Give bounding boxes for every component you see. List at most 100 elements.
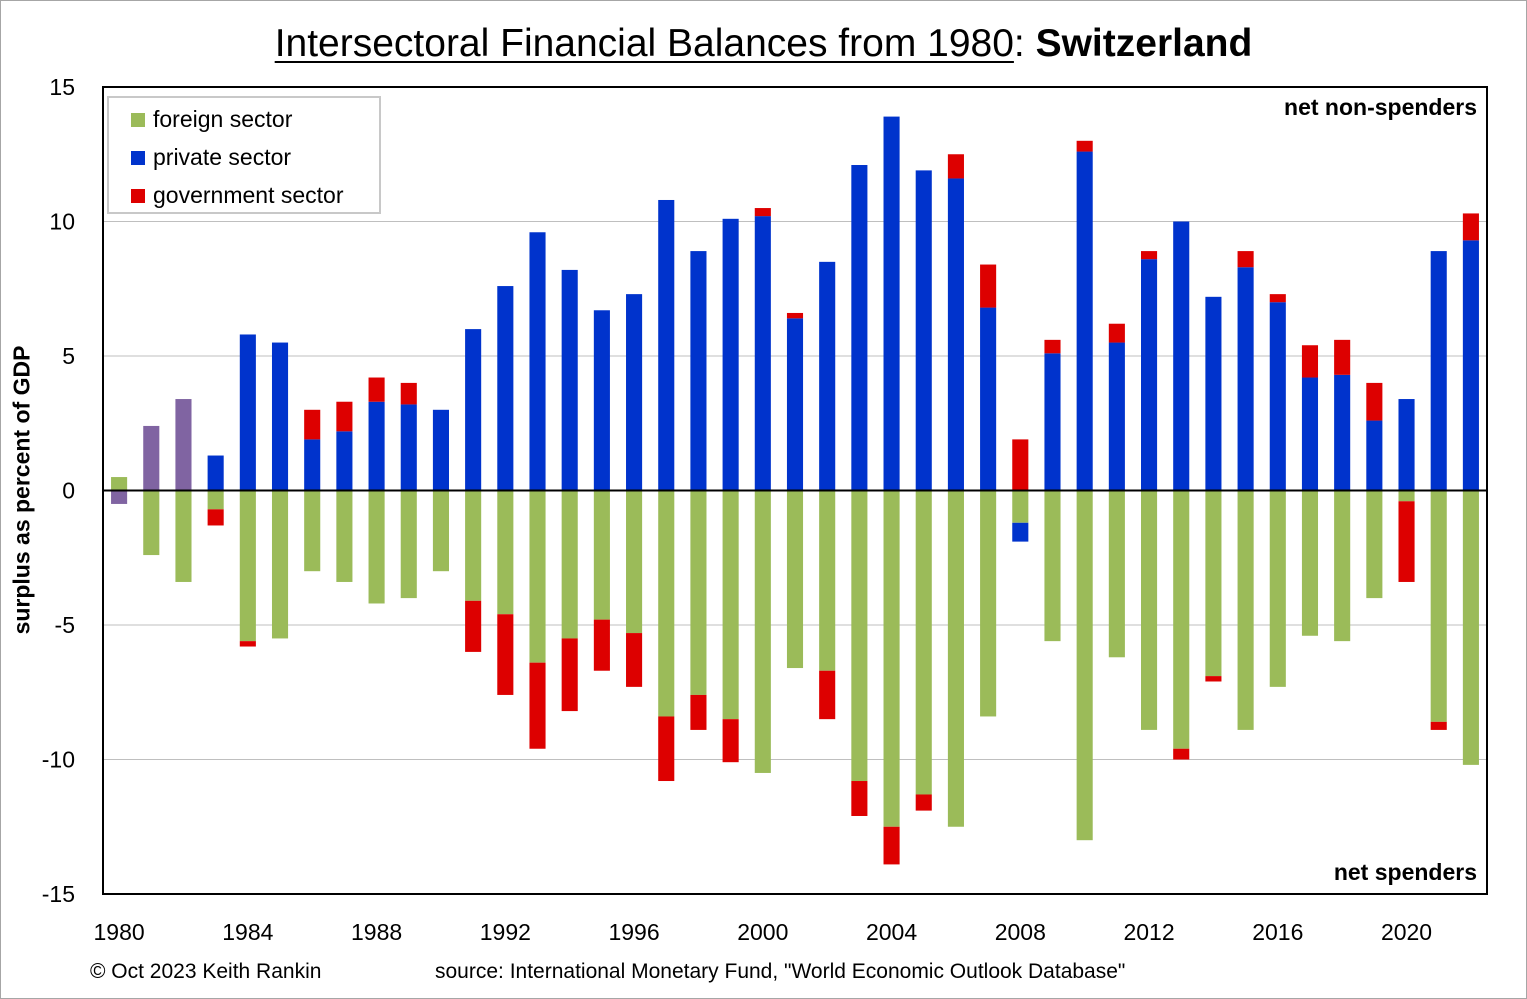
y-tick-labels: -15 -10 -5 0 5 10 15 [42, 74, 75, 907]
bar-private-2019 [1366, 420, 1383, 491]
bar-private-2004 [883, 116, 900, 491]
bar-foreign-1991 [465, 490, 482, 601]
bar-government-2014 [1205, 676, 1222, 682]
bar-foreign-2016 [1269, 490, 1286, 687]
bar-government-1992 [497, 614, 514, 695]
bar-government-2001 [786, 312, 804, 319]
legend-item-government: government sector [131, 182, 343, 209]
bar-government-2012 [1141, 251, 1158, 260]
x-tick-label: 2012 [1123, 919, 1174, 945]
bar-private-1998 [690, 251, 707, 491]
bar-private-1987 [336, 431, 353, 491]
x-tick-labels: 1980 1984 1988 1992 1996 2000 2004 2008 2012 2016… [94, 919, 1433, 945]
bar-foreign-2001 [786, 490, 804, 669]
bar-government-1999 [722, 719, 739, 763]
bar-foreign-1987 [336, 490, 353, 582]
annotation-net-spenders: net spenders [1333, 859, 1477, 885]
x-tick-label: 1984 [222, 919, 273, 945]
y-tick-label: -10 [42, 747, 75, 773]
bar-government-2017 [1301, 345, 1319, 378]
x-tick-label: 2004 [866, 919, 917, 945]
y-tick-label: 10 [49, 209, 75, 235]
bar-private-1989 [400, 404, 417, 491]
bar-private-2013 [1173, 221, 1190, 491]
legend-label-foreign: foreign sector [153, 106, 293, 132]
bar-government-1994 [561, 638, 578, 712]
bar-government-2019 [1366, 382, 1383, 421]
bar-government-2021 [1430, 721, 1447, 730]
bar-private-1993 [529, 232, 546, 491]
x-tick-label: 2000 [737, 919, 788, 945]
footer-source: source: International Monetary Fund, "Wo… [435, 960, 1126, 983]
y-tick-label: 5 [62, 343, 75, 369]
bar-private-2007 [980, 307, 997, 491]
bar-foreign-2009 [1044, 490, 1061, 642]
bar-private-2001 [786, 318, 804, 491]
bar-government-1983 [207, 509, 224, 526]
bar-private-2003 [851, 165, 868, 491]
y-axis-label: surplus as percent of GDP [8, 345, 35, 635]
bar-foreign-1989 [400, 490, 417, 599]
bar-foreign-2022 [1462, 490, 1479, 765]
legend-item-private: private sector [131, 144, 291, 171]
bar-government-2018 [1334, 339, 1351, 375]
chart-title-country: Switzerland [1035, 22, 1253, 65]
bar-government-2020 [1398, 501, 1415, 582]
bar-private-2010 [1076, 151, 1093, 491]
bar-foreign-2020 [1398, 490, 1415, 502]
bar-foreign-1982 [175, 490, 192, 582]
x-tick-label: 2020 [1381, 919, 1432, 945]
bar-government-1998 [690, 694, 707, 730]
bar-private-1986 [304, 439, 321, 491]
bar-foreign-1995 [593, 490, 610, 620]
bar-government-2007 [980, 264, 997, 308]
bar-foreign-1983 [207, 490, 224, 510]
bar-foreign-2015 [1237, 490, 1254, 730]
bar-foreign-2007 [980, 490, 997, 717]
bar-private-2006 [947, 178, 964, 491]
bar-foreign-1996 [626, 490, 643, 634]
bar-foreign-1998 [690, 490, 707, 695]
bar-foreign-1984 [239, 490, 256, 642]
bar-private-1992 [497, 286, 514, 491]
legend-swatch-private [131, 150, 145, 165]
bar-government-2000 [754, 208, 771, 217]
bar-foreign-1988 [368, 490, 385, 604]
annotation-net-non-spenders: net non-spenders [1284, 94, 1477, 120]
bar-foreign-1990 [432, 490, 449, 572]
bar-private-1984 [239, 334, 256, 491]
y-tick-label: -5 [55, 612, 75, 638]
bar-government-2008 [1012, 439, 1029, 491]
bar-private-2005 [915, 170, 932, 491]
x-tick-label: 2008 [995, 919, 1046, 945]
bar-government-2002 [819, 670, 836, 720]
bar-foreign-2019 [1366, 490, 1383, 599]
footer-copyright: © Oct 2023 Keith Rankin [90, 960, 322, 983]
bar-foreign-2010 [1076, 490, 1093, 841]
bar-foreign-2008 [1012, 490, 1029, 523]
bar-government-2013 [1173, 748, 1190, 760]
bar-government-1989 [400, 382, 417, 405]
legend-item-foreign: foreign sector [131, 106, 292, 133]
bar-private-1985 [271, 342, 289, 491]
bars [111, 116, 1479, 865]
bar-private-2021 [1430, 251, 1447, 491]
bar-foreign-1999 [722, 490, 739, 720]
bar-foreign-1985 [271, 490, 289, 639]
axes [102, 86, 1488, 895]
bar-government-1993 [529, 662, 546, 749]
bar-government-2003 [851, 781, 868, 816]
y-tick-label: 0 [62, 478, 75, 504]
bar-government-2010 [1076, 140, 1093, 152]
bar-government-1986 [304, 409, 321, 440]
bar-private-1991 [465, 329, 482, 491]
bar-private-1980 [111, 490, 128, 504]
y-tick-label: 15 [49, 74, 75, 100]
bar-government-2016 [1269, 294, 1286, 303]
bar-foreign-1997 [658, 490, 675, 717]
bar-foreign-2005 [915, 490, 932, 795]
bar-government-2022 [1462, 213, 1479, 241]
bar-private-2018 [1334, 374, 1351, 491]
x-tick-label: 1988 [351, 919, 402, 945]
x-tick-label: 1980 [94, 919, 145, 945]
